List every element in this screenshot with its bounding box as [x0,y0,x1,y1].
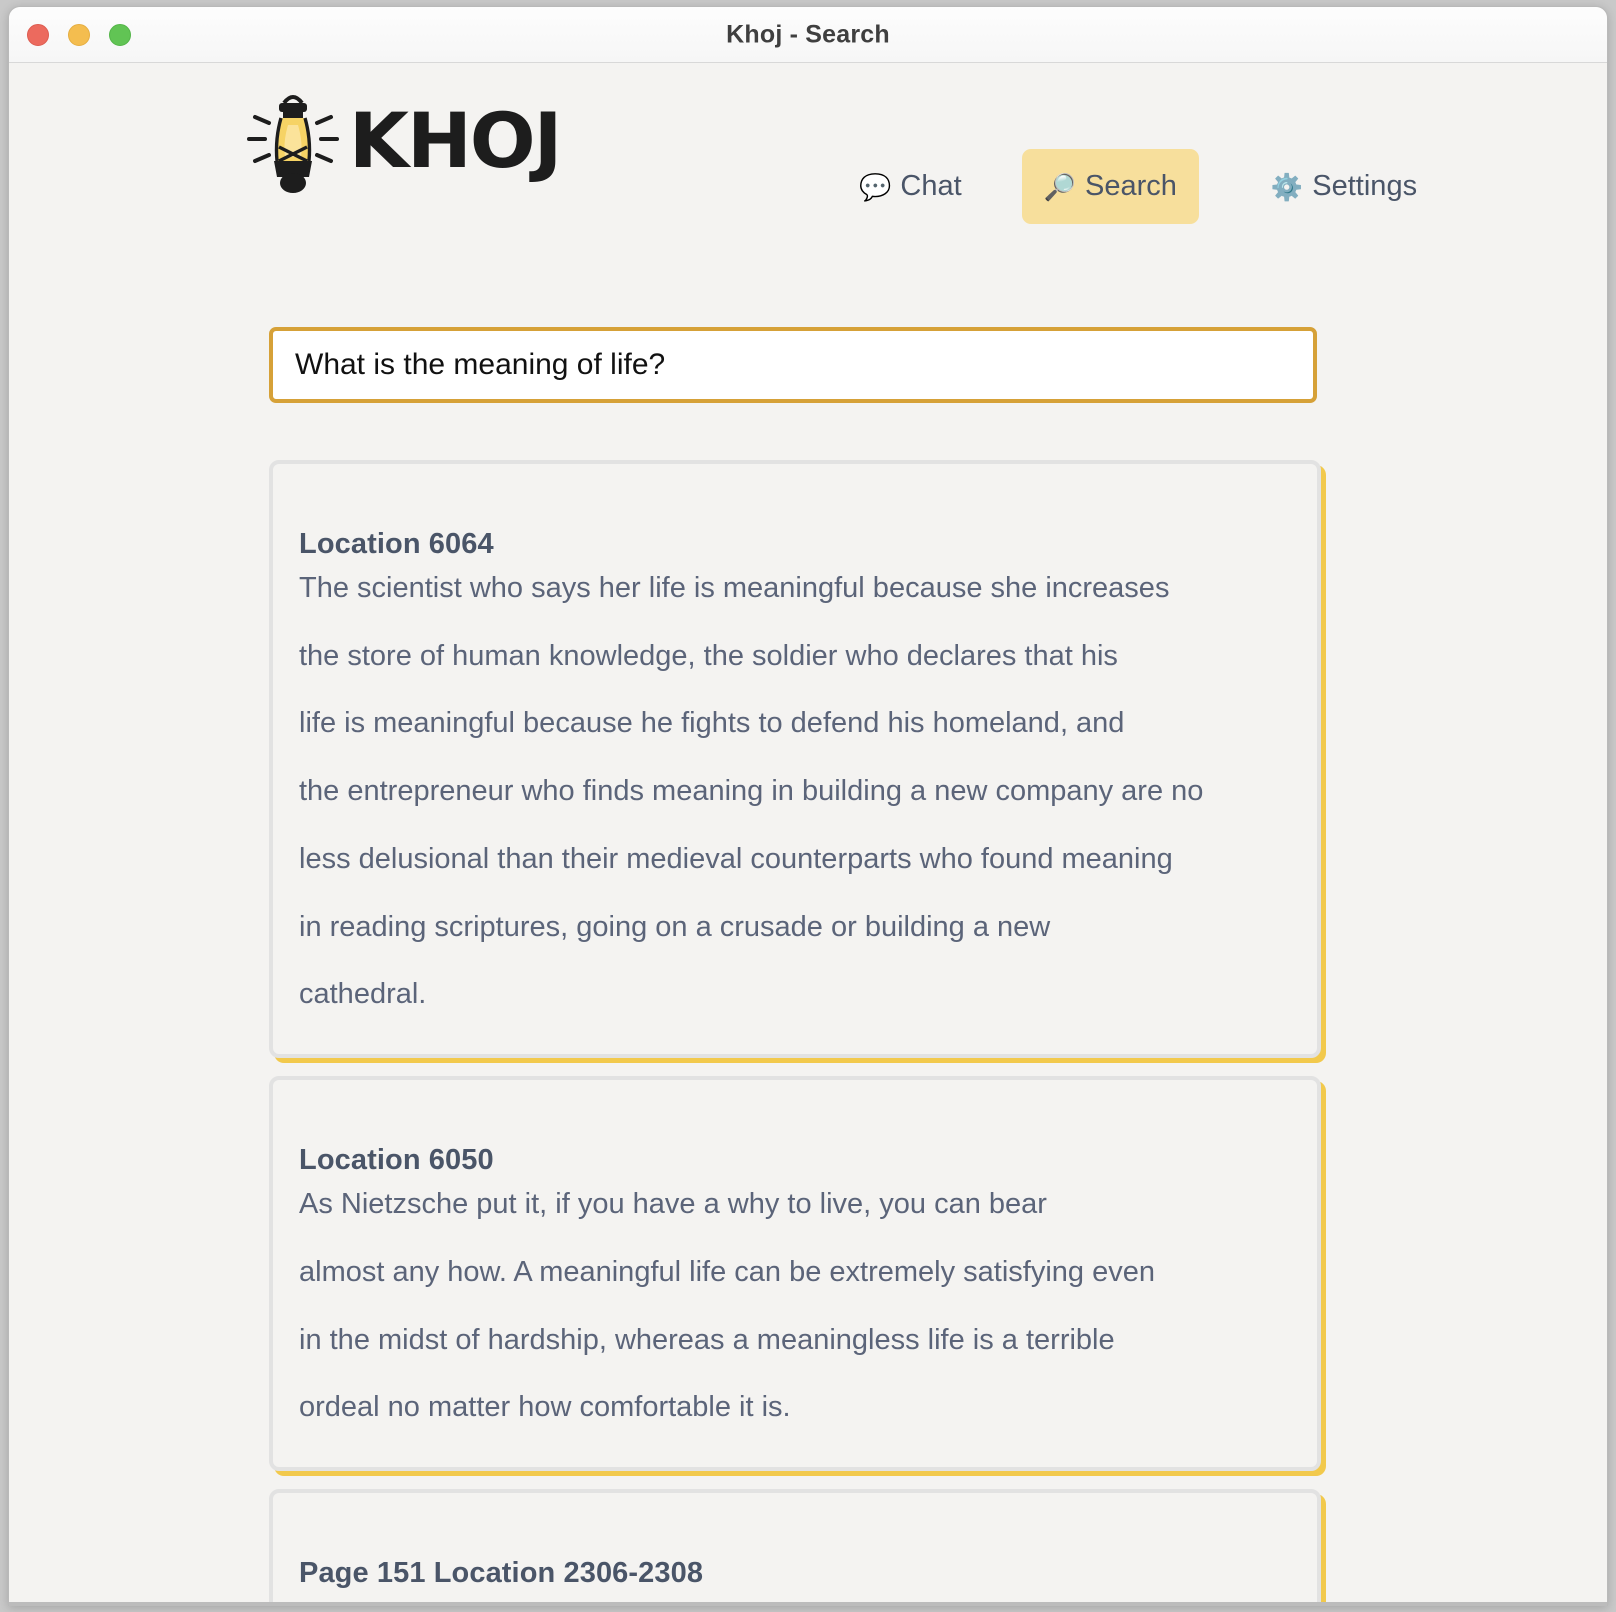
result-text-line: almost any how. A meaningful life can be… [299,1255,1155,1288]
close-button[interactable] [27,23,49,46]
result-text-line: ordeal no matter how comfortable it is. [299,1391,791,1424]
page-body: KHOJ 💬 Chat 🔎 Search ⚙️ Settings [9,63,1607,1606]
result-location-title: Page 151 Location 2306-2308 [299,1557,704,1590]
nav-label-chat: Chat [900,170,962,202]
result-text-line: As Nietzsche put it, if you have a why t… [299,1188,1047,1221]
window-bottom-edge [9,1602,1607,1606]
window-controls [27,23,131,46]
search-field-wrapper [269,327,1317,403]
app-window: Khoj - Search [8,6,1608,1606]
result-text-line: in reading scriptures, going on a crusad… [299,910,1051,943]
nav-label-settings: Settings [1312,170,1418,202]
result-text-line: cathedral. [299,978,427,1011]
app-header: KHOJ 💬 Chat 🔎 Search ⚙️ Settings [9,63,1607,224]
result-text-line: less delusional than their medieval coun… [299,842,1173,875]
brand-logo[interactable]: KHOJ [241,87,563,195]
window-titlebar: Khoj - Search [9,7,1607,63]
result-location-title: Location 6064 [299,528,494,560]
magnifying-glass-icon: 🔎 [1043,171,1077,202]
lantern-icon [247,95,339,193]
result-text-line: the store of human knowledge, the soldie… [299,639,1118,672]
search-input[interactable] [269,327,1317,403]
result-text-line: life is meaningful because he fights to … [299,707,1125,740]
result-text-line: The scientist who says her life is meani… [299,572,1170,604]
nav-item-chat[interactable]: 💬 Chat [837,149,984,224]
search-result-card[interactable]: Page 151 Location 2306-2308The proper en… [269,1489,1321,1606]
brand-wordmark: KHOJ [348,95,563,185]
result-location-title: Location 6050 [299,1144,494,1177]
minimize-button[interactable] [68,23,90,46]
window-title: Khoj - Search [726,20,890,48]
nav-item-settings[interactable]: ⚙️ Settings [1249,149,1439,224]
main-nav: 💬 Chat 🔎 Search ⚙️ Settings [837,149,1439,224]
gear-icon: ⚙️ [1270,171,1304,202]
result-text-line: in the midst of hardship, whereas a mean… [299,1323,1115,1356]
search-result-card[interactable]: Location 6064 The scientist who says her … [269,460,1321,1059]
search-results-list: Location 6064 The scientist who says her … [269,460,1321,1606]
search-result-card[interactable]: Location 6050 As Nietzsche put it, if you… [269,1076,1321,1472]
speech-balloon-icon: 💬 [859,171,892,202]
maximize-button[interactable] [109,23,131,46]
nav-item-search[interactable]: 🔎 Search [1021,149,1199,224]
nav-label-search: Search [1085,170,1177,202]
result-text-line: the entrepreneur who finds meaning in bu… [299,775,1204,808]
